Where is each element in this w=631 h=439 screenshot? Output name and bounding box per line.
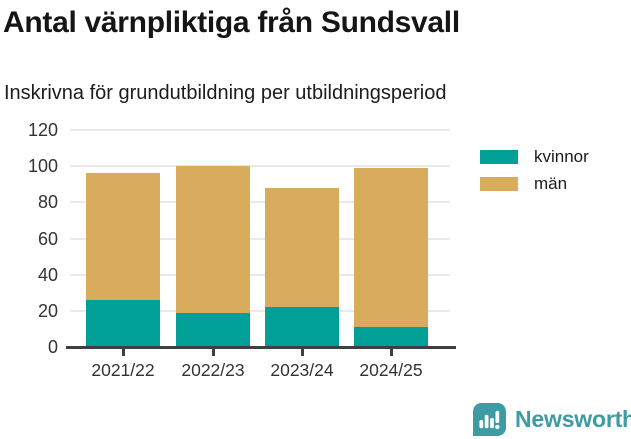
legend-item-män: män: [480, 173, 589, 194]
x-tick-label: 2022/23: [181, 360, 245, 380]
bar-segment-kvinnor: [86, 299, 160, 347]
bar-segment-män: [265, 187, 339, 308]
legend: kvinnor män: [480, 146, 589, 194]
chart-title: Antal värnpliktiga från Sundsvall: [3, 6, 460, 39]
legend-swatch: [480, 176, 518, 191]
legend-item-kvinnor: kvinnor: [480, 146, 589, 167]
x-tick: [121, 349, 125, 356]
legend-label: män: [534, 173, 568, 193]
bar-segment-män: [176, 166, 250, 313]
y-tick-label: 20: [37, 300, 58, 321]
bar-segment-kvinnor: [176, 312, 250, 347]
y-tick-label: 100: [27, 156, 58, 177]
gridline: [70, 129, 450, 131]
brand-footer: Newsworthy: [472, 402, 631, 437]
bar-segment-kvinnor: [265, 307, 339, 347]
newsworthy-logo-icon: [473, 403, 506, 436]
x-tick: [300, 349, 304, 356]
x-tick-label: 2021/22: [91, 360, 155, 380]
legend-swatch: [480, 149, 518, 164]
chart-subtitle: Inskrivna för grundutbildning per utbild…: [4, 82, 447, 104]
bar-segment-män: [354, 167, 428, 328]
gridline: [70, 165, 450, 168]
y-tick-label: 0: [47, 337, 58, 357]
y-tick-label: 120: [27, 120, 58, 140]
bar-segment-män: [86, 173, 160, 300]
x-tick-label: 2024/25: [359, 360, 423, 380]
y-tick-label: 80: [37, 192, 58, 213]
gridline: [70, 201, 450, 204]
x-axis-line: [66, 346, 456, 349]
y-tick-label: 60: [37, 228, 58, 249]
gridline: [70, 309, 450, 312]
bar-segment-kvinnor: [354, 327, 428, 347]
y-tick-label: 40: [37, 264, 58, 285]
legend-label: kvinnor: [534, 146, 589, 166]
x-tick: [389, 349, 393, 356]
gridline: [70, 237, 450, 240]
gridline: [70, 273, 450, 276]
x-tick: [211, 349, 215, 356]
brand-name: Newsworthy: [515, 406, 631, 432]
x-tick-label: 2023/24: [270, 360, 334, 380]
